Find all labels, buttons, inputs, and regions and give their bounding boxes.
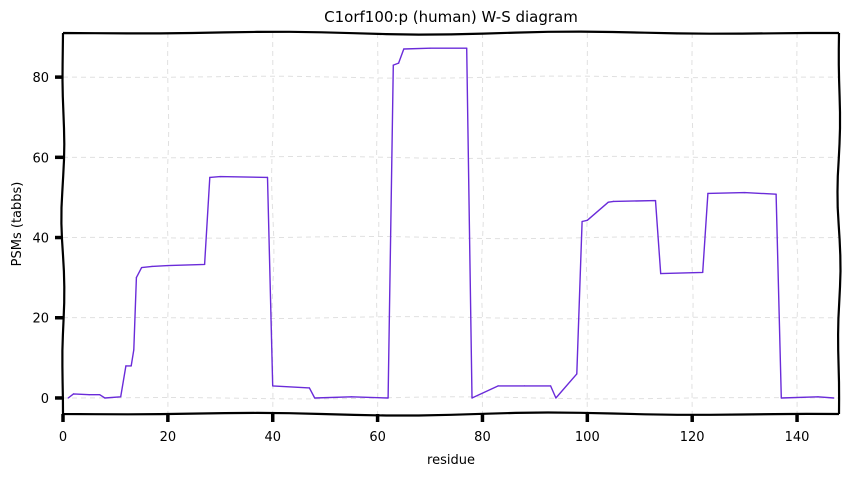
y-axis-label: PSMs (tabbs) <box>10 182 25 267</box>
data-point <box>817 396 819 398</box>
data-point <box>586 219 588 221</box>
y-tick-label: 60 <box>32 151 49 166</box>
plot-frame <box>60 30 842 417</box>
y-tick-label: 20 <box>32 312 49 327</box>
x-axis-ticks: 0 20 40 60 80 100 120 140 <box>59 414 810 445</box>
data-point <box>833 397 835 399</box>
data-point <box>555 397 557 399</box>
x-gridline <box>690 32 694 415</box>
x-gridline <box>585 32 589 415</box>
data-point <box>466 47 468 49</box>
data-point <box>702 271 704 273</box>
data-point <box>550 385 552 387</box>
x-tick-label: 20 <box>160 430 177 445</box>
series-line <box>67 47 834 399</box>
x-tick-label: 100 <box>575 430 600 445</box>
data-point <box>219 176 221 178</box>
data-point <box>660 273 662 275</box>
data-point <box>133 349 135 351</box>
data-point <box>130 365 132 367</box>
data-point <box>429 47 431 49</box>
data-point <box>523 385 526 387</box>
data-point <box>576 373 578 375</box>
data-point <box>780 397 782 399</box>
data-point <box>125 365 127 367</box>
x-gridline <box>166 32 170 414</box>
y-tick-label: 40 <box>32 232 49 247</box>
data-point <box>151 265 153 267</box>
y-gridline <box>62 396 840 400</box>
data-point <box>350 396 352 398</box>
series-layer <box>67 47 835 399</box>
data-point <box>607 201 609 203</box>
x-gridline <box>795 32 799 414</box>
data-point <box>654 200 657 202</box>
data-point <box>135 277 137 279</box>
y-gridline <box>62 316 840 320</box>
x-tick-label: 60 <box>369 430 386 445</box>
x-tick-label: 80 <box>474 430 491 445</box>
data-point <box>266 176 269 178</box>
x-gridline <box>376 32 380 415</box>
x-tick-label: 140 <box>785 430 810 445</box>
chart-title: C1orf100:p (human) W-S diagram <box>324 8 578 26</box>
grid-lines <box>61 32 840 415</box>
data-point <box>314 397 316 399</box>
y-tick-label: 80 <box>32 71 49 86</box>
data-point <box>272 385 274 387</box>
data-point <box>167 265 169 267</box>
x-gridline <box>480 32 485 415</box>
data-point <box>67 397 69 399</box>
data-point <box>392 64 394 66</box>
data-point <box>612 200 615 202</box>
y-gridline <box>62 75 839 79</box>
data-point <box>744 192 746 194</box>
data-point <box>398 62 400 64</box>
data-point <box>120 396 122 398</box>
data-point <box>471 397 473 399</box>
y-gridline <box>62 155 840 160</box>
data-point <box>707 192 709 194</box>
data-point <box>104 397 106 399</box>
data-point <box>308 387 310 389</box>
x-axis-label: residue <box>427 453 475 468</box>
x-tick-label: 120 <box>680 430 705 445</box>
data-point <box>72 393 75 395</box>
x-tick-label: 0 <box>59 430 67 445</box>
y-axis-ticks: 0 20 40 60 80 <box>32 71 63 407</box>
y-tick-label: 0 <box>41 392 49 407</box>
data-point <box>387 397 389 399</box>
data-point <box>775 193 777 195</box>
data-point <box>497 385 499 387</box>
data-point <box>204 263 206 265</box>
data-point <box>581 220 583 223</box>
data-point <box>99 394 101 396</box>
data-point <box>403 48 405 50</box>
data-point <box>209 176 211 178</box>
data-point <box>88 394 90 396</box>
x-tick-label: 40 <box>264 430 281 445</box>
data-point <box>141 267 143 269</box>
y-gridline <box>62 235 840 240</box>
